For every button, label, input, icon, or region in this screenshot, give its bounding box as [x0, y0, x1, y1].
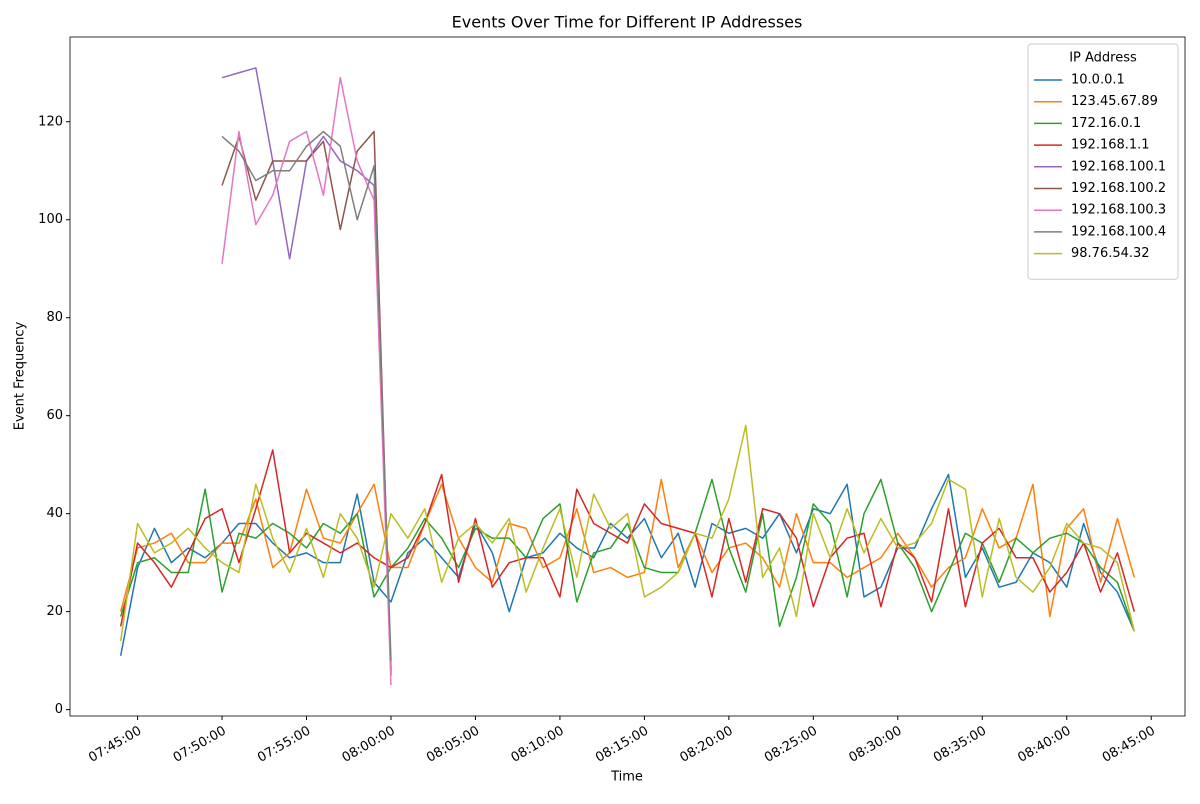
legend-label: 172.16.0.1: [1071, 116, 1141, 131]
legend-label: 123.45.67.89: [1071, 94, 1158, 109]
legend-label: 192.168.100.4: [1071, 224, 1166, 239]
series-line: [221, 130, 392, 661]
y-tick-label: 60: [46, 408, 63, 423]
series-line: [119, 424, 1136, 642]
y-axis-label: Event Frequency: [13, 321, 28, 430]
legend-label: 192.168.100.3: [1071, 203, 1166, 218]
chart-title: Events Over Time for Different IP Addres…: [452, 13, 803, 32]
y-tick-label: 100: [38, 212, 63, 227]
legend-label: 192.168.100.2: [1071, 181, 1166, 196]
series-line: [221, 76, 392, 686]
series-line: [221, 130, 392, 676]
legend-title: IP Address: [1069, 51, 1137, 66]
y-tick-label: 40: [46, 506, 63, 521]
legend-label: 10.0.0.1: [1071, 73, 1125, 88]
legend-box: [1027, 43, 1179, 280]
series-line: [119, 478, 1136, 632]
y-tick-label: 0: [55, 702, 63, 717]
series-line: [119, 473, 1136, 656]
legend-label: 192.168.1.1: [1071, 138, 1150, 153]
plot-frame: [69, 36, 1186, 717]
x-axis-label: Time: [610, 770, 643, 785]
legend-label: 192.168.100.1: [1071, 159, 1166, 174]
y-tick-label: 120: [38, 114, 63, 129]
y-tick-label: 80: [46, 310, 63, 325]
legend: IP Address 10.0.0.1 123.45.67.89 172.16.0.1…: [1027, 43, 1179, 280]
series-line: [119, 449, 1136, 627]
y-tick-label: 20: [46, 604, 63, 619]
legend-label: 98.76.54.32: [1071, 246, 1150, 261]
